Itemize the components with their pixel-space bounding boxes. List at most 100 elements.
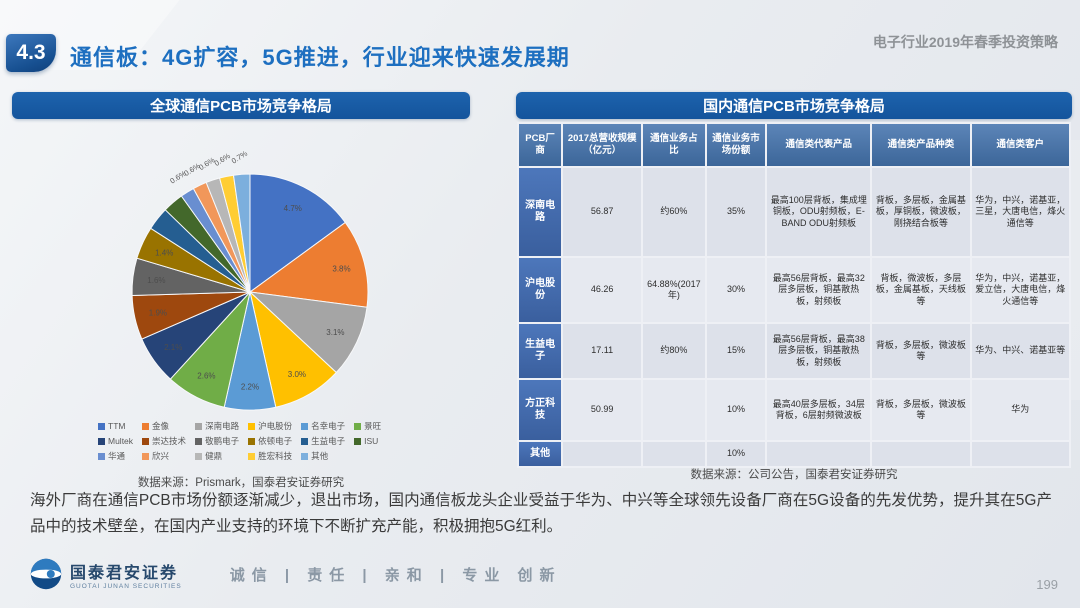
table-cell [641, 440, 707, 468]
legend-label: 敬鹏电子 [205, 436, 240, 446]
section-number-badge: 4.3 [6, 34, 56, 72]
legend-label: 名幸电子 [311, 421, 346, 431]
table-cell: 华为 [969, 378, 1072, 442]
table-cell [870, 440, 972, 468]
commentary-text: 海外厂商在通信PCB市场份额逐渐减少，退出市场，国内通信板龙头企业受益于华为、中… [30, 492, 1052, 536]
table-row-沪电股份: 沪电股份 46.26 64.88%(2017年) 30% 最高56层背板，最高32层多层… [516, 256, 1072, 324]
col-header-clients: 通信类客户 [969, 122, 1072, 168]
legend-swatch [142, 452, 150, 460]
vendor-cell: 方正科技 [516, 378, 564, 442]
legend-swatch [98, 437, 105, 445]
table-cell: 最高56层背板，最高38层多层板，铜基散热板，射频板 [765, 322, 873, 380]
col-header-products: 通信类代表产品 [765, 122, 873, 168]
legend-item-胜宏科技: 胜宏科技 [248, 450, 292, 462]
legend-label: 华通 [108, 451, 126, 461]
pie-label: 3.1% [326, 328, 344, 337]
legend-label: 依顿电子 [258, 436, 293, 446]
pie-label: 4.7% [284, 204, 302, 213]
legend-item-名幸电子: 名幸电子 [301, 420, 345, 432]
legend-label: 胜宏科技 [258, 451, 293, 461]
pie-label: 3.0% [288, 370, 306, 379]
legend-label: 生益电子 [311, 436, 346, 446]
vendor-cell: 深南电路 [516, 166, 564, 258]
legend-swatch [98, 422, 105, 430]
col-header-revenue: 2017总营收规模（亿元） [561, 122, 644, 168]
pie-label: 2.1% [164, 343, 182, 352]
legend-item-欣兴: 欣兴 [142, 450, 186, 462]
legend-swatch [195, 437, 203, 445]
company-slogan: 诚信 | 责任 | 亲和 | 专业 创新 [229, 566, 562, 584]
legend-item-Multek: Multek [98, 435, 133, 447]
table-cell: 46.26 [561, 256, 644, 324]
legend-label: Multek [108, 436, 134, 446]
pie-label: 0.6% [213, 151, 233, 168]
table-cell: 最高40层多层板，34层背板，6层射频微波板 [765, 378, 873, 442]
legend-swatch [301, 452, 309, 460]
pie-label: 1.4% [155, 249, 173, 258]
legend-item-崇达技术: 崇达技术 [142, 435, 186, 447]
legend-swatch [98, 452, 105, 460]
pie-slice-金像 [248, 221, 369, 308]
pie-label: 2.2% [241, 382, 259, 391]
legend-item-深南电路: 深南电路 [195, 420, 239, 432]
table-cell [641, 378, 707, 442]
vendor-cell: 其他 [516, 440, 564, 468]
table-cell: 华为，中兴，诺基亚，爱立信，大唐电信，烽火通信等 [969, 256, 1072, 324]
legend-label: 金像 [152, 421, 170, 431]
table-cell: 最高100层背板，集成埋铜板，ODU射频板，E-BAND ODU射频板 [765, 166, 873, 258]
legend-swatch [248, 452, 256, 460]
legend-label: 景旺 [364, 421, 382, 431]
left-data-source: 数据来源：Prismark，国泰君安证券研究 [137, 477, 345, 489]
legend-swatch [142, 422, 150, 430]
legend-item-TTM: TTM [98, 420, 133, 432]
table-row-生益电子: 生益电子 17.11 约80% 15% 最高56层背板，最高38层多层板，铜基散热板，射… [516, 322, 1072, 380]
legend-label: TTM [108, 421, 126, 431]
legend-label: 其他 [311, 451, 329, 461]
legend-swatch [301, 437, 309, 445]
legend-item-景旺: 景旺 [354, 420, 381, 432]
legend-swatch [354, 437, 362, 445]
legend-item-生益电子: 生益电子 [301, 435, 345, 447]
table-cell: 56.87 [561, 166, 644, 258]
legend-label: 健鼎 [205, 451, 223, 461]
table-cell: 华为、中兴、诺基亚等 [969, 322, 1072, 380]
table-row-深南电路: 深南电路 56.87 约60% 35% 最高100层背板，集成埋铜板，ODU射频板，E-… [516, 166, 1072, 258]
table-cell: 华为，中兴，诺基亚，三星，大唐电信，烽火通信等 [969, 166, 1072, 258]
company-logo-icon [30, 558, 62, 590]
table-cell: 64.88%(2017年) [641, 256, 707, 324]
legend-swatch [354, 422, 362, 430]
footer: 国泰君安证券 GUOTAI JUNAN SECURITIES 诚信 | 责任 |… [30, 558, 562, 590]
table-cell [765, 440, 873, 468]
legend-item-健鼎: 健鼎 [195, 450, 239, 462]
legend-item-沪电股份: 沪电股份 [248, 420, 292, 432]
table-row-其他: 其他 10% [516, 440, 1072, 468]
table-cell: 背板，多层板，金属基板，厚铜板，微波板，刚挠结合板等 [870, 166, 972, 258]
domestic-pcb-table: PCB厂商 2017总营收规模（亿元） 通信业务占比 通信业务市场份额 通信类代… [516, 122, 1072, 468]
legend-swatch [248, 422, 256, 430]
table-header-row: PCB厂商 2017总营收规模（亿元） 通信业务占比 通信业务市场份额 通信类代… [516, 122, 1072, 168]
page-number: 199 [1036, 577, 1058, 592]
legend-item-其他: 其他 [301, 450, 345, 462]
table-cell: 15% [704, 322, 768, 380]
legend-item-华通: 华通 [98, 450, 133, 462]
legend-label: 沪电股份 [258, 421, 293, 431]
legend-item-金像: 金像 [142, 420, 186, 432]
global-pcb-pie-chart: 4.7% 3.8% 3.1% 3.0% 2.2% 2.6% 2.1% 1.9% 1.6% 1.4%… [131, 149, 369, 411]
page-title: 通信板：4G扩容，5G推进，行业迎来快速发展期 [70, 45, 570, 70]
legend-swatch [248, 437, 256, 445]
pie-slice-其他 [232, 173, 251, 293]
col-header-types: 通信类产品种类 [870, 122, 972, 168]
table-cell: 10% [704, 440, 768, 468]
table-row-方正科技: 方正科技 50.99 10% 最高40层多层板，34层背板，6层射频微波板 背板，多层板… [516, 378, 1072, 442]
legend-swatch [301, 422, 309, 430]
table-cell: 35% [704, 166, 768, 258]
company-name-en: GUOTAI JUNAN SECURITIES [70, 582, 182, 590]
table-cell: 最高56层背板，最高32层多层板，铜基散热板，射频板 [765, 256, 873, 324]
legend-swatch [195, 422, 203, 430]
table-cell [561, 440, 644, 468]
pie-label: 0.7% [230, 149, 250, 166]
legend-label: 崇达技术 [152, 436, 187, 446]
legend-item-ISU: ISU [354, 435, 381, 447]
pie-slice-TTM [249, 173, 346, 293]
legend-swatch [142, 437, 150, 445]
